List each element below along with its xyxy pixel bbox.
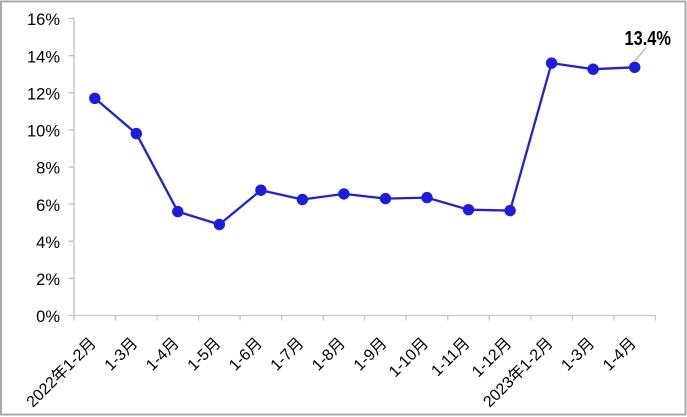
svg-text:14%: 14% — [27, 48, 60, 66]
svg-text:2%: 2% — [36, 271, 60, 289]
svg-text:13.4%: 13.4% — [625, 28, 672, 50]
svg-text:16%: 16% — [27, 11, 60, 29]
svg-text:10%: 10% — [27, 123, 60, 141]
svg-text:12%: 12% — [27, 86, 60, 104]
svg-text:6%: 6% — [36, 197, 60, 215]
svg-text:4%: 4% — [36, 234, 60, 252]
svg-text:8%: 8% — [36, 160, 60, 178]
svg-text:0%: 0% — [36, 308, 60, 326]
